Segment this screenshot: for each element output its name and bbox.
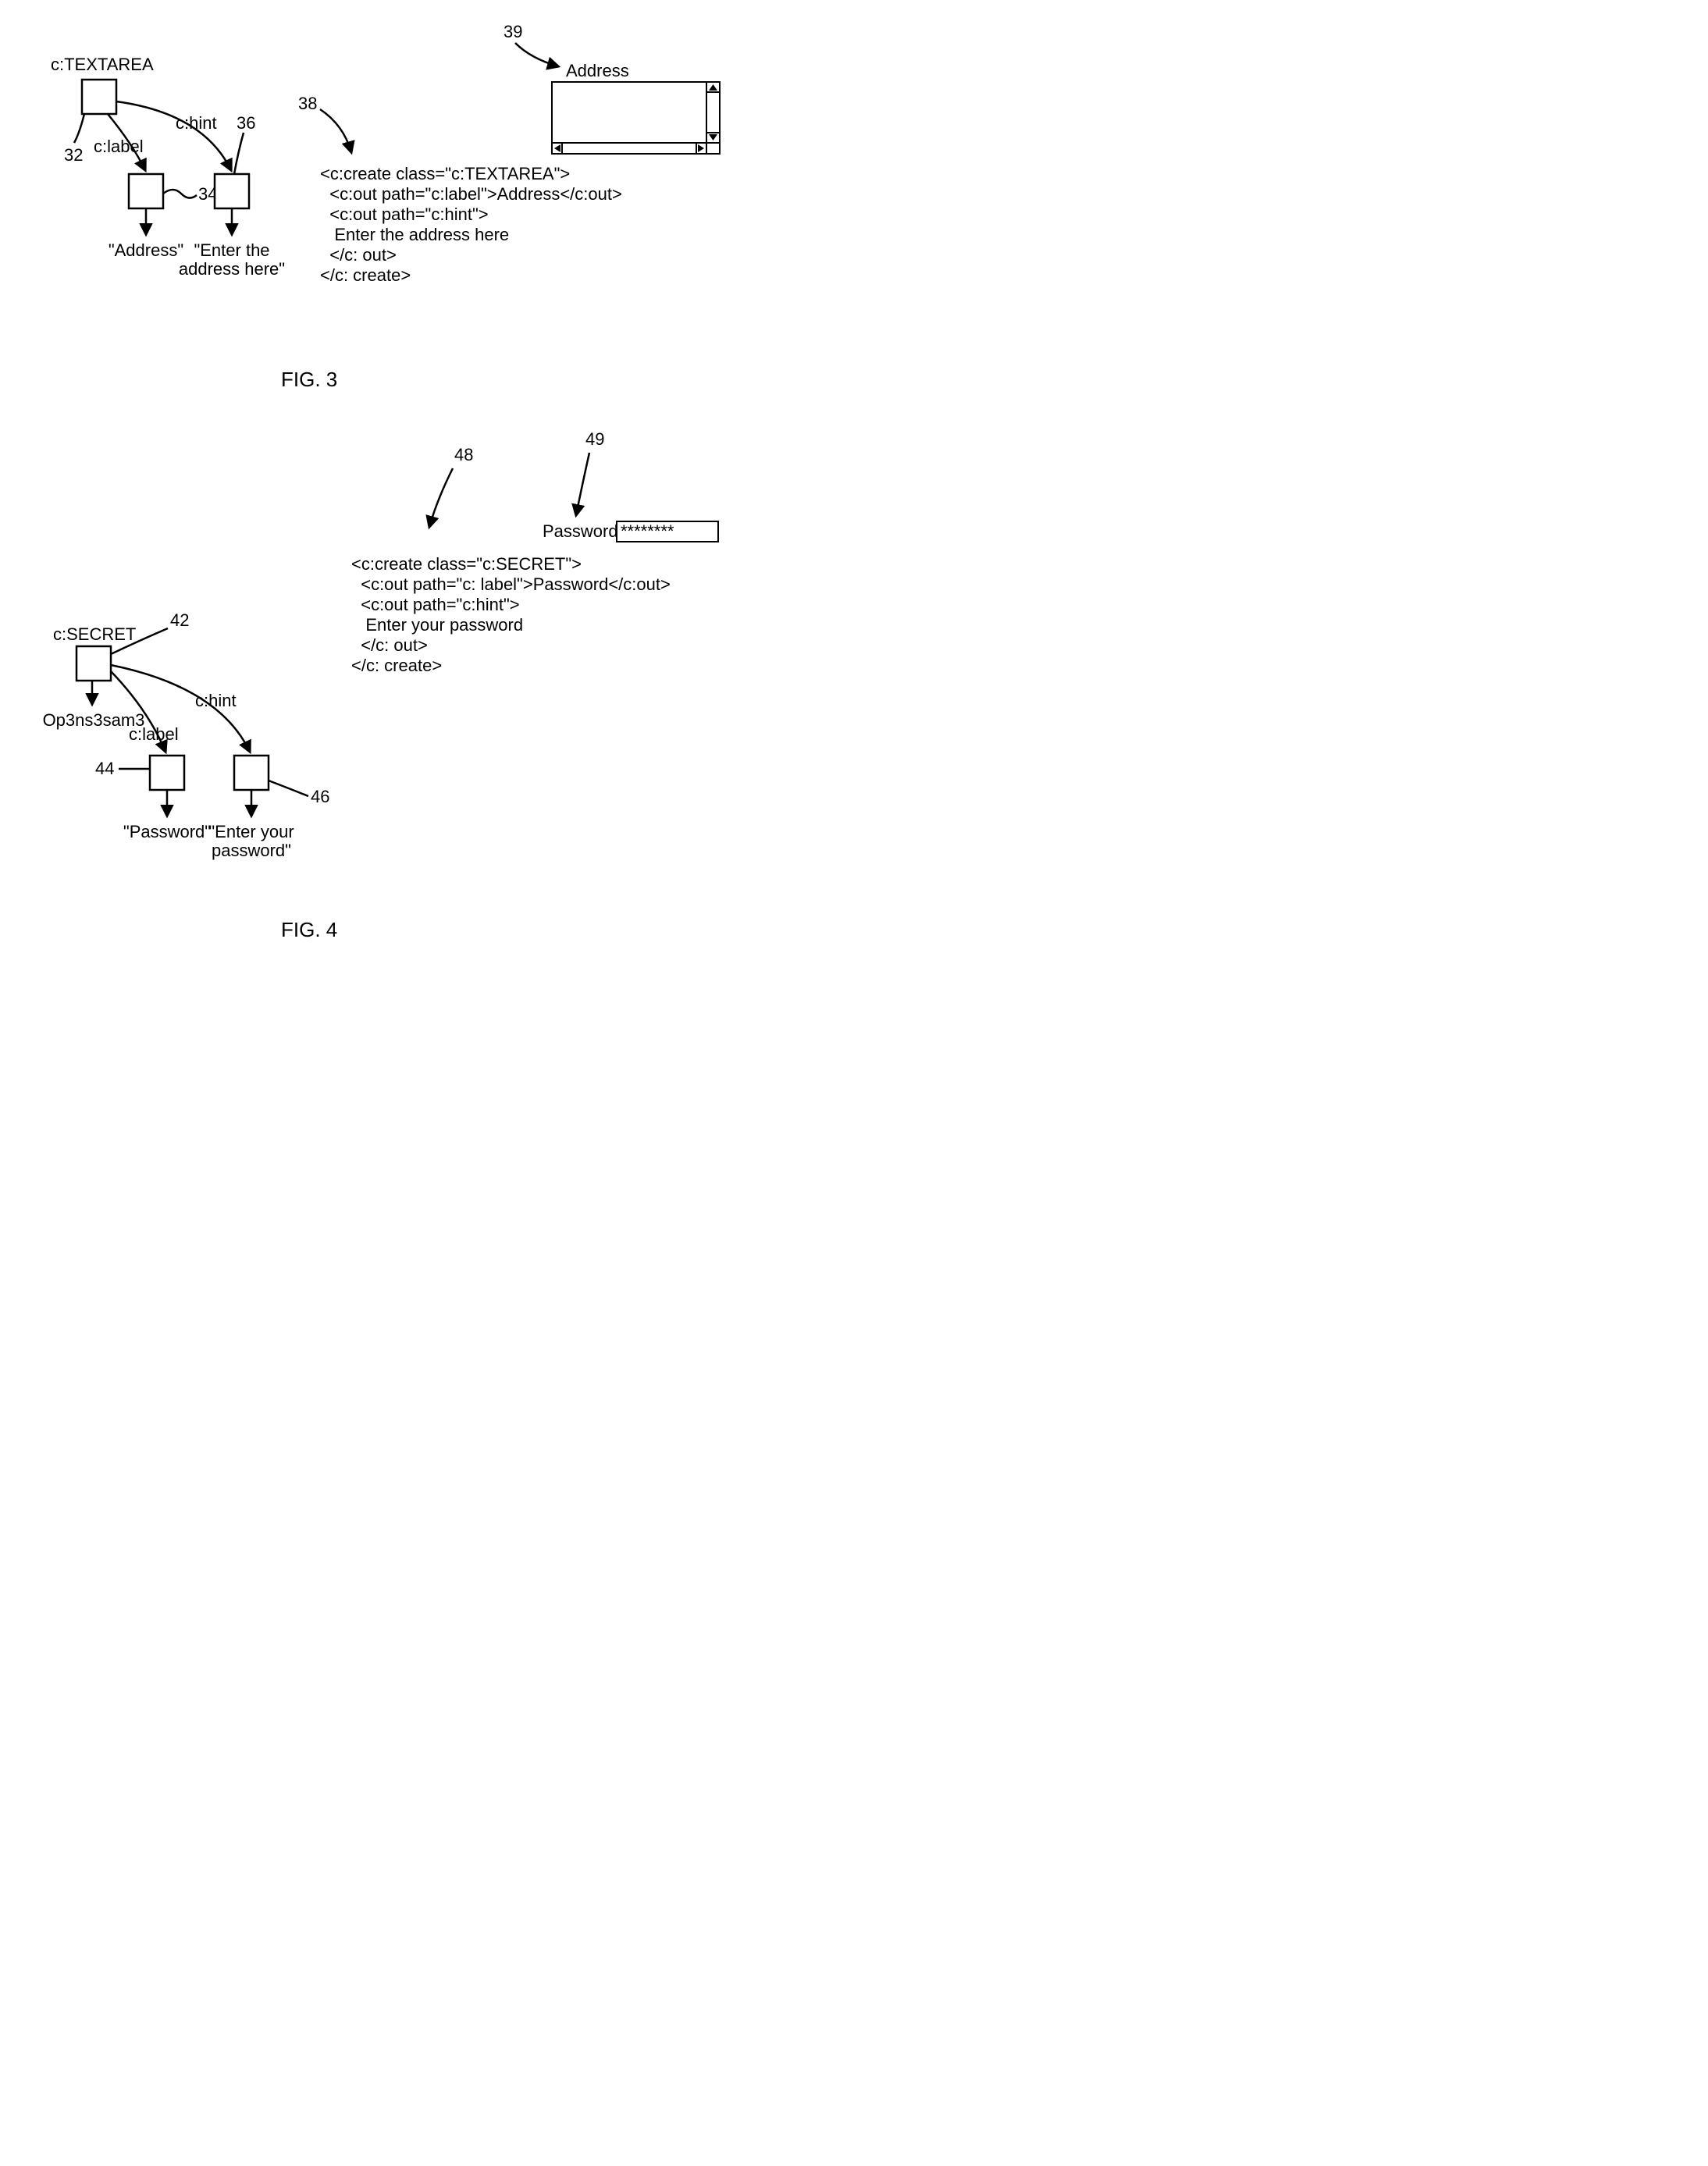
fig4-ref44: 44 [95, 759, 114, 778]
fig4-ui-label: Password [543, 521, 618, 541]
fig3-label-value: "Address" [109, 240, 183, 260]
diagram-canvas: c:TEXTAREA 32 c:label c:hint 34 "Address… [0, 0, 761, 966]
fig3-ui-label: Address [566, 61, 629, 80]
fig4-code-line-1: <c:out path="c: label">Password</c:out> [351, 574, 671, 594]
fig4-ui-ref: 49 [585, 429, 604, 449]
fig3-caption: FIG. 3 [281, 368, 337, 391]
fig3-root-node [82, 80, 116, 114]
fig3-code-line-3: Enter the address here [320, 225, 509, 244]
fig4-code-ref-arrow [429, 468, 453, 527]
fig3-code-ref-arrow [320, 109, 351, 152]
fig3-code-line-0: <c:create class="c:TEXTAREA"> [320, 164, 570, 183]
fig4-hint-value-l1: "Enter your [208, 822, 294, 841]
fig3-root-title: c:TEXTAREA [51, 55, 154, 74]
fig4-label-value: "Password" [123, 822, 211, 841]
fig3-edge-hint-text: c:hint [176, 113, 217, 133]
fig4-ref46-leader [269, 781, 308, 796]
fig3-code-line-4: </c: out> [320, 245, 397, 265]
fig3-ref36: 36 [237, 113, 255, 133]
fig3-label-node [129, 174, 163, 208]
fig3-edge-label-text: c:label [94, 137, 144, 156]
fig3-code-line-1: <c:out path="c:label">Address</c:out> [320, 184, 622, 204]
fig4-root-node [77, 646, 111, 681]
fig4-code-line-4: </c: out> [351, 635, 428, 655]
fig4-code-line-2: <c:out path="c:hint"> [351, 595, 520, 614]
fig4-ref46: 46 [311, 787, 329, 806]
fig4-code-line-5: </c: create> [351, 656, 442, 675]
fig3-code-ref: 38 [298, 94, 317, 113]
fig3-ref36-leader [234, 133, 244, 174]
fig4-edge-label-text: c:label [129, 724, 179, 744]
fig3-ui-textarea[interactable] [552, 82, 720, 154]
fig4-ref42: 42 [170, 610, 189, 630]
fig4-code-line-3: Enter your password [351, 615, 523, 635]
fig3-code-line-2: <c:out path="c:hint"> [320, 205, 489, 224]
fig3-ui-ref-arrow [515, 43, 558, 66]
fig4-edge-hint-text: c:hint [195, 691, 237, 710]
fig3-ui-ref: 39 [504, 22, 522, 41]
fig4-hint-value-l2: password" [212, 841, 291, 860]
fig4-label-node [150, 756, 184, 790]
fig4-hint-node [234, 756, 269, 790]
fig4-code-line-0: <c:create class="c:SECRET"> [351, 554, 582, 574]
fig3-ref32: 32 [64, 145, 83, 165]
fig3-hint-value-l2: address here" [179, 259, 285, 279]
fig3-hint-value-l1: "Enter the [194, 240, 269, 260]
fig4-caption: FIG. 4 [281, 918, 337, 941]
fig3-edge-hint [116, 101, 231, 170]
fig4-code-ref: 48 [454, 445, 473, 464]
fig4-ui-value: ******** [621, 521, 674, 541]
fig4-ui-ref-arrow [576, 453, 589, 515]
fig3-ref32-leader [74, 114, 84, 143]
fig4-root-title: c:SECRET [53, 624, 136, 644]
fig3-ref34-leader [163, 190, 197, 198]
fig3-code-line-5: </c: create> [320, 265, 411, 285]
fig3-hint-node [215, 174, 249, 208]
